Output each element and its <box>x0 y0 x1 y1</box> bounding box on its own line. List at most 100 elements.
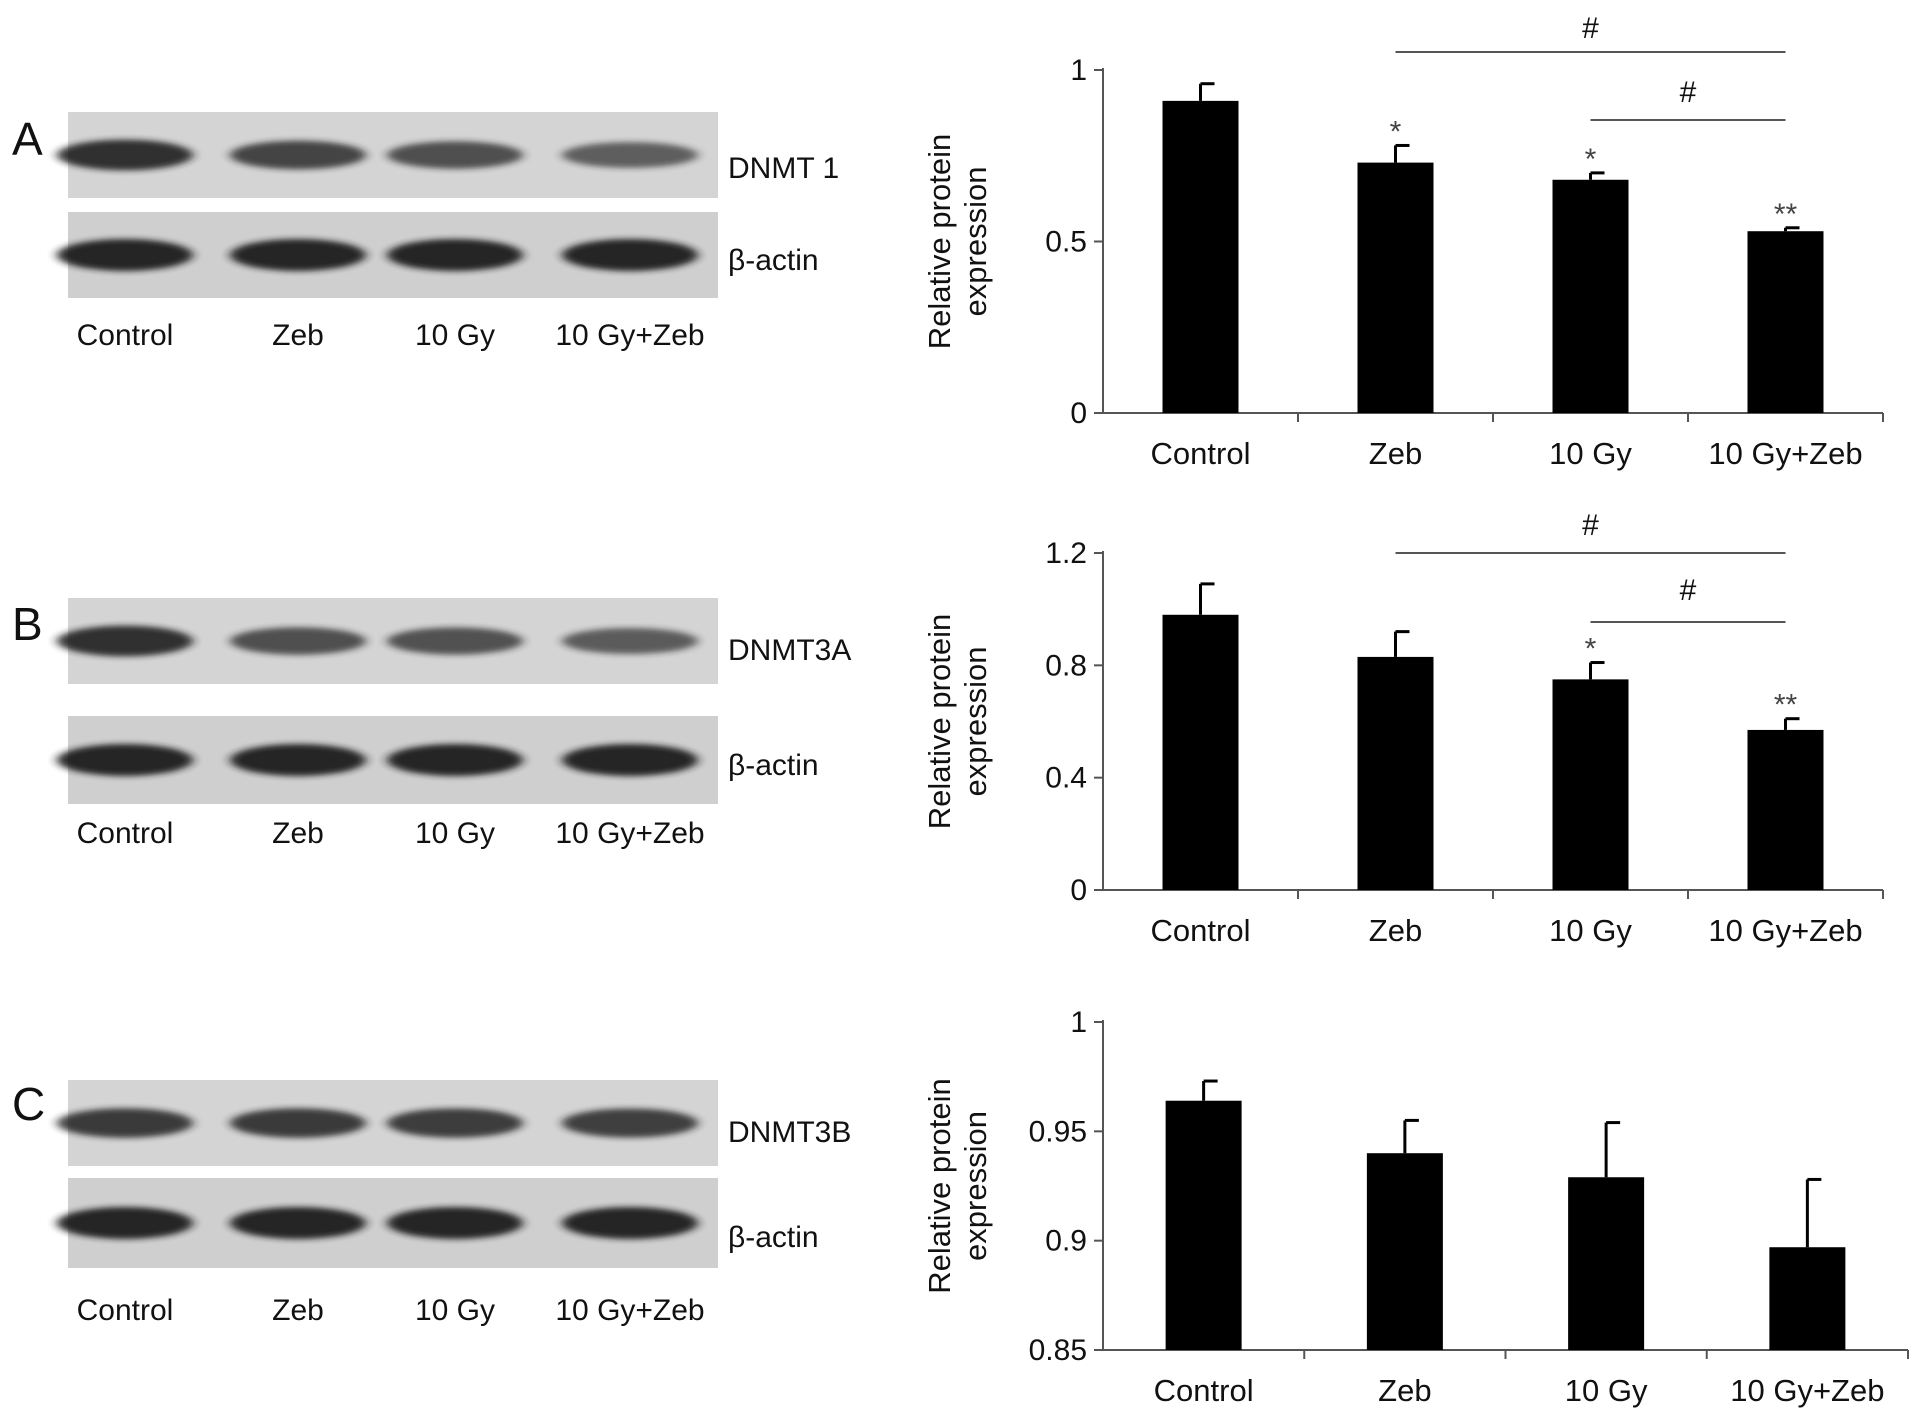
bar <box>1552 679 1629 890</box>
y-axis-label: Relative protein <box>922 134 957 349</box>
lane-label: 10 Gy+Zeb <box>555 319 704 352</box>
band-actin <box>57 1207 193 1239</box>
y-tick-label: 1.2 <box>1045 537 1087 570</box>
y-axis-label: expression <box>958 647 993 797</box>
band-target <box>387 141 523 169</box>
blot-panel-a: A DNMT 1 β-actin Control Zeb 10 Gy 10 Gy+Zeb <box>12 112 839 352</box>
x-tick-label: Zeb <box>1369 436 1422 471</box>
significance-marker: * <box>1585 143 1597 176</box>
bar <box>1357 656 1434 890</box>
x-tick-label: Zeb <box>1378 1373 1431 1408</box>
lane-label: Zeb <box>272 1294 324 1327</box>
x-tick-label: 10 Gy <box>1549 436 1632 471</box>
band-actin <box>387 239 523 271</box>
bar <box>1747 231 1824 413</box>
bar-chart-b: 0 0.4 0.8 1.2 Relative protein expression Cont… <box>922 509 1884 948</box>
band-actin <box>562 239 698 271</box>
band-target <box>562 1108 698 1138</box>
band-target <box>230 1108 366 1138</box>
y-axis-label: Relative protein <box>922 614 957 829</box>
band-target <box>387 627 523 655</box>
bar <box>1165 1100 1242 1350</box>
x-tick-label: Control <box>1151 436 1251 471</box>
y-tick-label: 1 <box>1070 54 1087 87</box>
blot-loading-label: β-actin <box>728 1221 819 1254</box>
panel-label: C <box>12 1078 45 1130</box>
band-target <box>57 625 193 657</box>
blot-loading-label: β-actin <box>728 244 819 277</box>
significance-marker: * <box>1390 115 1402 148</box>
band-target <box>57 139 193 171</box>
band-actin <box>387 1207 523 1239</box>
x-tick-label: 10 Gy <box>1565 1373 1648 1408</box>
significance-label: # <box>1680 574 1697 607</box>
bar <box>1162 100 1239 414</box>
significance-label: # <box>1582 509 1599 542</box>
bar <box>1366 1153 1443 1350</box>
lane-label: 10 Gy <box>415 1294 495 1327</box>
x-tick-label: Control <box>1154 1373 1254 1408</box>
panel-label: A <box>12 113 43 165</box>
blot-panel-b: B DNMT3A β-actin Control Zeb 10 Gy 10 Gy+Zeb <box>12 598 851 850</box>
lane-label: Control <box>77 319 174 352</box>
y-tick-label: 0.8 <box>1045 649 1087 682</box>
band-target <box>387 1108 523 1138</box>
x-tick-label: Control <box>1151 913 1251 948</box>
band-actin <box>230 1207 366 1239</box>
x-tick-label: 10 Gy+Zeb <box>1708 913 1862 948</box>
significance-marker: ** <box>1774 689 1798 722</box>
band-actin <box>562 1207 698 1239</box>
blot-loading-label: β-actin <box>728 749 819 782</box>
band-actin <box>230 239 366 271</box>
band-target <box>562 628 698 654</box>
y-tick-label: 0.9 <box>1045 1225 1087 1258</box>
blot-target-label: DNMT3A <box>728 634 851 667</box>
y-axis-label: expression <box>958 167 993 317</box>
blot-target-label: DNMT3B <box>728 1116 851 1149</box>
band-actin <box>57 744 193 776</box>
band-actin <box>387 744 523 776</box>
x-tick-label: 10 Gy+Zeb <box>1730 1373 1884 1408</box>
band-actin <box>562 744 698 776</box>
y-tick-label: 0 <box>1070 397 1087 430</box>
band-actin <box>230 744 366 776</box>
panel-label: B <box>12 598 43 650</box>
y-tick-label: 0.5 <box>1045 226 1087 259</box>
x-tick-label: 10 Gy <box>1549 913 1632 948</box>
y-tick-label: 0 <box>1070 874 1087 907</box>
significance-label: # <box>1582 12 1599 45</box>
bar <box>1552 179 1629 413</box>
bar <box>1357 162 1434 413</box>
lane-label: 10 Gy+Zeb <box>555 817 704 850</box>
band-target <box>57 1108 193 1138</box>
y-axis-label: Relative protein <box>922 1078 957 1293</box>
y-axis-label: expression <box>958 1111 993 1261</box>
bar <box>1568 1177 1645 1350</box>
y-tick-label: 0.95 <box>1029 1115 1087 1148</box>
band-actin <box>57 239 193 271</box>
band-target <box>230 627 366 655</box>
x-tick-label: 10 Gy+Zeb <box>1708 436 1862 471</box>
lane-label: 10 Gy+Zeb <box>555 1294 704 1327</box>
bar-chart-c: 0.85 0.9 0.95 1 Relative protein expression Co… <box>922 1006 1909 1408</box>
significance-marker: * <box>1585 633 1597 666</box>
y-tick-label: 1 <box>1070 1006 1087 1039</box>
bar-chart-a: 0 0.5 1 Relative protein expression Control * Z… <box>922 12 1884 471</box>
y-tick-label: 0.4 <box>1045 762 1087 795</box>
lane-label: 10 Gy <box>415 319 495 352</box>
band-target <box>562 142 698 168</box>
bar <box>1747 729 1824 890</box>
blot-target-label: DNMT 1 <box>728 152 839 185</box>
bar <box>1769 1247 1846 1350</box>
lane-label: 10 Gy <box>415 817 495 850</box>
x-tick-label: Zeb <box>1369 913 1422 948</box>
blot-panel-c: C DNMT3B β-actin Control Zeb 10 Gy 10 Gy+Zeb <box>12 1078 851 1327</box>
y-tick-label: 0.85 <box>1029 1334 1087 1367</box>
significance-label: # <box>1680 76 1697 109</box>
lane-label: Zeb <box>272 319 324 352</box>
band-target <box>230 140 366 170</box>
lane-label: Control <box>77 1294 174 1327</box>
lane-label: Zeb <box>272 817 324 850</box>
lane-label: Control <box>77 817 174 850</box>
